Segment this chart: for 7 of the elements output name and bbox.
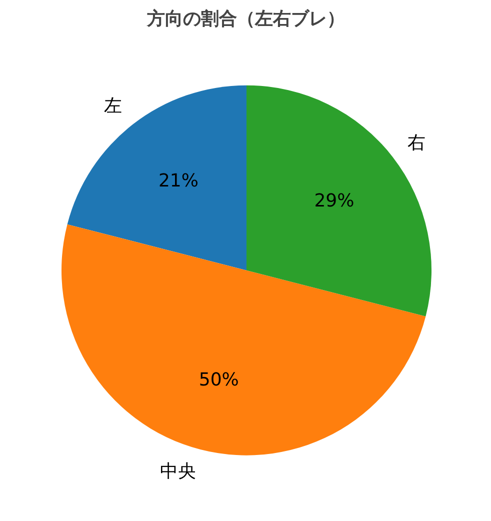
slice-label: 左 (104, 96, 122, 117)
chart-title: 方向の割合（左右ブレ） (146, 8, 345, 30)
slice-label: 中央 (160, 461, 196, 482)
slice-label: 右 (407, 132, 426, 154)
data-label: 29% (314, 190, 354, 212)
data-label: 50% (198, 370, 239, 391)
data-label: 21% (158, 170, 198, 192)
